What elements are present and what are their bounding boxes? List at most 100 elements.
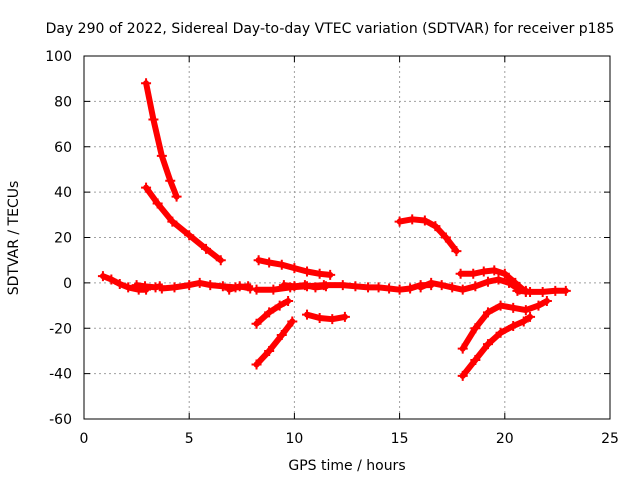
series-line xyxy=(143,80,180,200)
y-tick-label: -40 xyxy=(49,367,72,383)
data-point-marker xyxy=(518,316,529,327)
data-point-marker xyxy=(482,339,493,350)
data-point-marker xyxy=(156,150,167,161)
data-point-marker xyxy=(363,282,374,293)
data-point-marker xyxy=(131,280,142,291)
series-arc-8 xyxy=(251,280,437,295)
data-point-marker xyxy=(253,255,264,266)
data-point-marker xyxy=(314,313,325,324)
data-point-marker xyxy=(310,282,321,293)
data-point-marker xyxy=(512,285,523,296)
data-point-marker xyxy=(184,230,195,241)
data-point-marker xyxy=(327,314,338,325)
series-line xyxy=(396,216,460,255)
y-tick-label: 20 xyxy=(54,231,72,247)
y-tick-label: 80 xyxy=(54,94,72,110)
data-point-marker xyxy=(436,280,447,291)
data-point-marker xyxy=(440,232,451,243)
data-point-marker xyxy=(489,265,500,276)
data-point-marker xyxy=(169,282,180,293)
series-arc-12 xyxy=(302,309,350,325)
x-tick-label: 10 xyxy=(285,431,303,447)
data-point-marker xyxy=(234,281,245,292)
data-point-marker xyxy=(537,286,548,297)
series-arc-10 xyxy=(251,296,294,329)
series-line xyxy=(304,311,348,323)
series-line xyxy=(459,313,533,379)
y-tick-label: 100 xyxy=(45,49,72,65)
series-arc-2 xyxy=(141,182,226,266)
data-point-marker xyxy=(314,268,325,279)
data-point-marker xyxy=(287,316,298,327)
series-arc-16 xyxy=(457,296,552,354)
data-point-marker xyxy=(350,281,361,292)
plot-frame xyxy=(83,55,611,420)
data-point-marker xyxy=(478,266,489,277)
y-tick-label: 40 xyxy=(54,185,72,201)
data-point-marker xyxy=(339,311,350,322)
data-point-marker xyxy=(415,282,426,293)
data-point-marker xyxy=(394,216,405,227)
data-point-marker xyxy=(141,182,152,193)
data-point-marker xyxy=(373,282,384,293)
series-arc-13 xyxy=(394,214,462,257)
data-point-marker xyxy=(148,114,159,125)
chart-title: Day 290 of 2022, Sidereal Day-to-day VTE… xyxy=(46,21,615,37)
data-point-marker xyxy=(251,359,262,370)
data-point-marker xyxy=(560,285,571,296)
x-tick-label: 5 xyxy=(185,431,194,447)
data-point-marker xyxy=(302,266,313,277)
data-point-marker xyxy=(264,345,275,356)
data-point-marker xyxy=(384,283,395,294)
data-point-marker xyxy=(468,268,479,279)
data-point-marker xyxy=(550,285,561,296)
x-tick-label: 0 xyxy=(80,431,89,447)
series-arc-17 xyxy=(457,311,536,381)
data-point-marker xyxy=(264,307,275,318)
data-point-marker xyxy=(167,216,178,227)
series-arc-1 xyxy=(141,78,182,202)
series-line xyxy=(253,298,292,327)
data-point-marker xyxy=(276,259,287,270)
x-tick-label: 20 xyxy=(496,431,514,447)
data-point-marker xyxy=(141,78,152,89)
data-point-marker xyxy=(455,268,466,279)
data-point-marker xyxy=(470,355,481,366)
data-point-marker xyxy=(457,343,468,354)
series-arc-7 xyxy=(253,255,336,280)
series-line xyxy=(253,318,296,368)
data-point-marker xyxy=(205,280,216,291)
data-point-marker xyxy=(470,281,481,292)
data-point-marker xyxy=(165,175,176,186)
data-point-marker xyxy=(508,302,519,313)
data-point-marker xyxy=(224,284,235,295)
y-tick-label: -60 xyxy=(49,412,72,428)
data-point-marker xyxy=(245,283,256,294)
data-point-marker xyxy=(520,305,531,316)
series-arc-6 xyxy=(224,281,256,295)
data-point-marker xyxy=(426,277,437,288)
data-point-marker xyxy=(482,276,493,287)
data-point-marker xyxy=(289,281,300,292)
x-tick-label: 25 xyxy=(601,431,619,447)
data-point-marker xyxy=(533,300,544,311)
data-point-marker xyxy=(251,284,262,295)
series-layer xyxy=(97,78,571,381)
x-axis-title: GPS time / hours xyxy=(288,458,405,474)
data-point-marker xyxy=(278,280,289,291)
data-point-marker xyxy=(493,274,504,285)
x-tick-label: 15 xyxy=(391,431,409,447)
y-tick-label: 0 xyxy=(63,276,72,292)
data-point-marker xyxy=(217,281,228,292)
grid-layer xyxy=(84,56,610,419)
series-arc-11 xyxy=(251,316,298,370)
data-point-marker xyxy=(97,271,108,282)
y-tick-label: 60 xyxy=(54,140,72,156)
data-point-marker xyxy=(419,215,430,226)
data-point-marker xyxy=(268,284,279,295)
data-point-marker xyxy=(510,277,521,288)
data-point-marker xyxy=(264,257,275,268)
data-point-marker xyxy=(156,283,167,294)
data-point-marker xyxy=(302,309,313,320)
series-arc-18 xyxy=(512,285,571,297)
